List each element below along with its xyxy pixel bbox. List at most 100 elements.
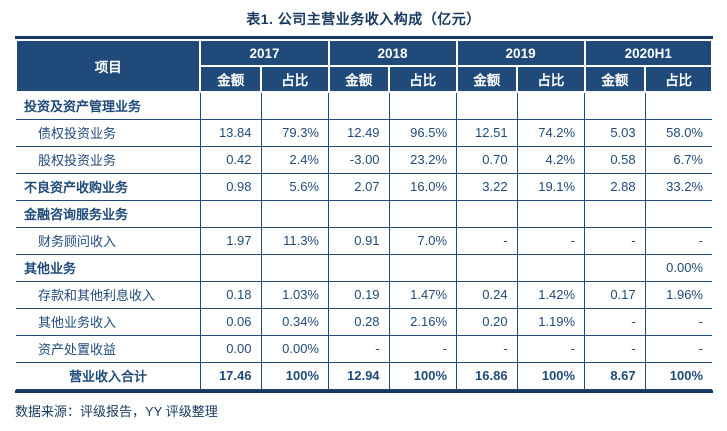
- revenue-composition-table: 项目 2017 2018 2019 2020H1 金额 占比 金额 占比 金额 …: [14, 39, 714, 390]
- cell-amount: 0.19: [328, 280, 390, 309]
- cell-amount: [456, 199, 518, 228]
- cell-amount: 12.51: [456, 118, 518, 147]
- cell-share: 19.1%: [516, 172, 586, 201]
- cell-amount: 5.03: [584, 118, 646, 147]
- row-label: 财务顾问收入: [16, 226, 201, 255]
- col-header-share: 占比: [516, 65, 586, 93]
- page-title: 表1. 公司主营业务收入构成（亿元）: [246, 11, 481, 27]
- cell-share: 0.34%: [260, 307, 329, 336]
- cell-share: [260, 253, 329, 282]
- cell-share: 7.0%: [388, 226, 458, 255]
- cell-share: 79.3%: [260, 118, 329, 147]
- cell-amount: 0.42: [199, 145, 262, 174]
- cell-amount: 13.84: [199, 118, 262, 147]
- col-header-share: 占比: [260, 65, 330, 93]
- cell-share: [644, 199, 712, 228]
- cell-amount: [456, 253, 518, 282]
- col-header-year-2019: 2019: [455, 39, 586, 67]
- col-header-share: 占比: [388, 65, 458, 93]
- cell-amount: 0.06: [199, 307, 262, 336]
- cell-amount: 1.97: [199, 226, 262, 255]
- cell-share: [260, 199, 329, 228]
- cell-share: -: [644, 307, 712, 336]
- cell-share: 100%: [388, 361, 458, 390]
- table-row: 其他业务 0.00%: [16, 253, 712, 282]
- cell-amount: 17.46: [199, 361, 262, 390]
- row-label: 其他业务: [16, 253, 201, 282]
- cell-share: -: [516, 226, 586, 255]
- cell-share: 100%: [516, 361, 586, 390]
- cell-amount: [584, 253, 646, 282]
- table-row: 财务顾问收入 1.97 11.3% 0.91 7.0% - - - -: [16, 226, 712, 255]
- cell-share: [260, 91, 329, 120]
- cell-amount: 3.22: [456, 172, 518, 201]
- cell-amount: 0.24: [456, 280, 518, 309]
- header-row-years: 项目 2017 2018 2019 2020H1: [14, 39, 714, 93]
- cell-share: 33.2%: [644, 172, 712, 201]
- cell-amount: 12.49: [328, 118, 390, 147]
- cell-amount: 0.28: [328, 307, 390, 336]
- cell-amount: [456, 91, 518, 120]
- row-label: 营业收入合计: [16, 361, 201, 390]
- cell-amount: [328, 91, 390, 120]
- table-row: 金融咨询服务业务: [16, 199, 712, 228]
- cell-share: [644, 91, 712, 120]
- table-row: 股权投资业务 0.42 2.4% -3.00 23.2% 0.70 4.2% 0…: [16, 145, 712, 174]
- col-header-year-2017: 2017: [199, 39, 330, 67]
- col-header-year-2020h1: 2020H1: [583, 39, 714, 67]
- cell-share: 2.16%: [388, 307, 458, 336]
- cell-amount: [199, 199, 262, 228]
- cell-amount: -: [456, 226, 518, 255]
- col-header-item: 项目: [14, 39, 202, 93]
- row-label: 存款和其他利息收入: [16, 280, 201, 309]
- row-label: 股权投资业务: [16, 145, 201, 174]
- cell-amount: 0.17: [584, 280, 646, 309]
- header-row-subcols: 金额 占比 金额 占比 金额 占比 金额 占比: [16, 65, 713, 93]
- col-header-share: 占比: [644, 65, 713, 93]
- cell-amount: [328, 253, 390, 282]
- row-label: 其他业务收入: [16, 307, 201, 336]
- col-header-amount: 金额: [199, 65, 262, 93]
- table-row: 资产处置收益 0.00 0.00% - - - - - -: [16, 334, 712, 363]
- cell-amount: 0.20: [456, 307, 518, 336]
- cell-amount: 8.67: [584, 361, 646, 390]
- col-header-year-2018: 2018: [327, 39, 458, 67]
- cell-share: 1.47%: [388, 280, 458, 309]
- cell-amount: 12.94: [328, 361, 390, 390]
- cell-share: -: [516, 334, 586, 363]
- cell-share: 16.0%: [388, 172, 458, 201]
- table-row: 债权投资业务 13.84 79.3% 12.49 96.5% 12.51 74.…: [16, 118, 712, 147]
- row-label: 不良资产收购业务: [16, 172, 201, 201]
- cell-share: -: [644, 226, 712, 255]
- cell-share: 1.42%: [516, 280, 586, 309]
- cell-share: 6.7%: [644, 145, 712, 174]
- cell-amount: [199, 253, 262, 282]
- cell-share: [388, 199, 458, 228]
- cell-amount: -: [584, 307, 646, 336]
- cell-share: 100%: [260, 361, 329, 390]
- cell-share: 4.2%: [516, 145, 586, 174]
- cell-share: 1.03%: [260, 280, 329, 309]
- cell-share: 0.00%: [644, 253, 712, 282]
- cell-share: 100%: [644, 361, 712, 390]
- cell-amount: 0.18: [199, 280, 262, 309]
- cell-amount: [328, 199, 390, 228]
- cell-amount: 2.88: [584, 172, 646, 201]
- table-row: 投资及资产管理业务: [16, 91, 712, 120]
- cell-amount: 0.00: [199, 334, 262, 363]
- cell-amount: -3.00: [328, 145, 390, 174]
- cell-amount: 2.07: [328, 172, 390, 201]
- table-row: 不良资产收购业务 0.98 5.6% 2.07 16.0% 3.22 19.1%…: [16, 172, 712, 201]
- cell-share: -: [388, 334, 458, 363]
- cell-amount: [584, 199, 646, 228]
- cell-share: 96.5%: [388, 118, 458, 147]
- col-header-amount: 金额: [583, 65, 647, 93]
- cell-share: [516, 91, 586, 120]
- row-label: 资产处置收益: [16, 334, 201, 363]
- cell-amount: 0.98: [199, 172, 262, 201]
- cell-share: [388, 91, 458, 120]
- table-row-total: 营业收入合计 17.46 100% 12.94 100% 16.86 100% …: [16, 361, 712, 390]
- table-row: 其他业务收入 0.06 0.34% 0.28 2.16% 0.20 1.19% …: [16, 307, 712, 336]
- cell-share: 58.0%: [644, 118, 712, 147]
- cell-amount: 0.91: [328, 226, 390, 255]
